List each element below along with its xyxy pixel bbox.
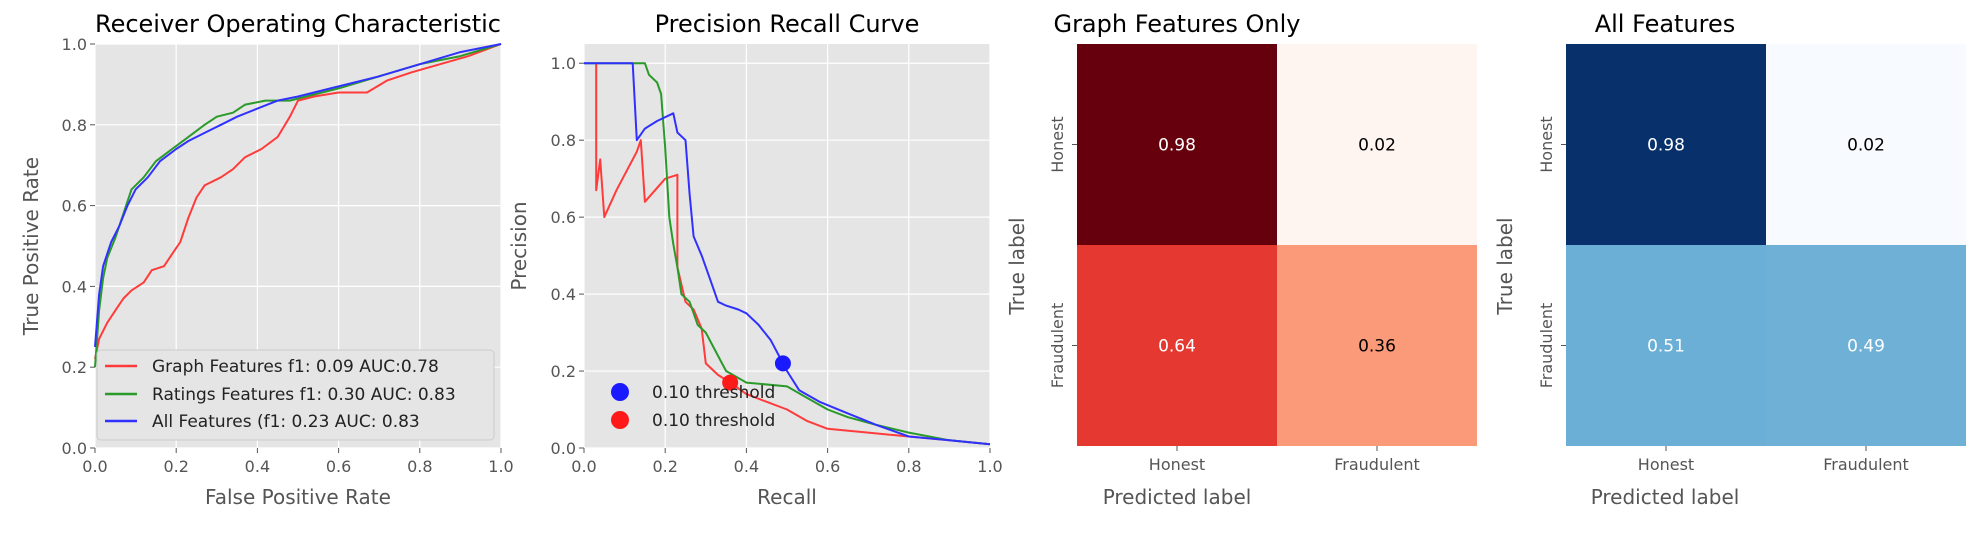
roc-legend: Graph Features f1: 0.09 AUC:0.78 Ratings… (96, 349, 495, 441)
hm1-x-label: Predicted label (1103, 485, 1252, 509)
pr-title: Precision Recall Curve (655, 10, 920, 38)
all-features-heatmap: 0.98 0.02 0.51 0.49 All Features Predicted … (1493, 10, 1966, 509)
hm2-xtick-label: Honest (1638, 455, 1694, 474)
hm2-cell (1566, 44, 1766, 245)
hm2-x-label: Predicted label (1591, 485, 1740, 509)
pr-legend-blue: 0.10 threshold (652, 383, 775, 403)
pr-xtick-label: 0.6 (815, 457, 840, 476)
roc-xtick-label: 0.2 (163, 457, 188, 476)
hm2-cell-value: 0.98 (1647, 136, 1685, 156)
hm2-cell-value: 0.02 (1847, 136, 1885, 156)
hm2-cell (1566, 245, 1766, 446)
pr-y-label: Precision (507, 201, 531, 290)
hm1-cell-value: 0.64 (1158, 337, 1196, 357)
pr-xtick-label: 1.0 (977, 457, 1002, 476)
pr-xtick-label: 0.0 (571, 457, 596, 476)
hm1-cell (1077, 245, 1277, 446)
hm1-ytick-label: Honest (1048, 116, 1067, 172)
roc-xtick-label: 0.8 (407, 457, 432, 476)
pr-chart: 0.0 0.2 0.4 0.6 0.8 1.0 0.0 0.2 0.4 0.6 0.8 1.0 Pr… (507, 10, 1003, 509)
hm1-cell-value: 0.98 (1158, 136, 1196, 156)
hm1-cell (1277, 245, 1477, 446)
pr-legend-marker-blue (611, 383, 629, 401)
hm1-xtick-label: Fraudulent (1334, 455, 1420, 474)
graph-features-heatmap: 0.98 0.02 0.64 0.36 Graph Features Only Pre… (1005, 10, 1477, 509)
pr-ytick-label: 0.2 (551, 362, 576, 381)
hm2-cell-value: 0.51 (1647, 337, 1685, 357)
roc-xtick-label: 0.4 (245, 457, 270, 476)
pr-series-2 (584, 62, 991, 446)
pr-ytick-label: 0.0 (551, 439, 576, 458)
pr-ytick-label: 0.8 (551, 131, 576, 150)
roc-x-label: False Positive Rate (205, 485, 391, 509)
hm2-cell-value: 0.49 (1847, 337, 1885, 357)
hm2-cell (1766, 44, 1966, 245)
roc-ytick-label: 0.2 (62, 358, 87, 377)
pr-legend-red: 0.10 threshold (652, 411, 775, 431)
roc-ytick-label: 0.0 (62, 439, 87, 458)
pr-ytick-label: 1.0 (551, 54, 576, 73)
roc-y-label: True Positive Rate (19, 157, 43, 336)
pr-legend: 0.10 threshold 0.10 threshold (611, 383, 775, 431)
roc-xtick-label: 0.6 (326, 457, 351, 476)
pr-xtick-label: 0.4 (734, 457, 759, 476)
roc-series-1 (94, 43, 502, 368)
roc-series-2 (94, 43, 502, 348)
hm1-y-label: True label (1005, 217, 1029, 315)
hm2-ytick-label: Honest (1537, 116, 1556, 172)
hm1-cell (1077, 44, 1277, 245)
roc-title: Receiver Operating Characteristic (95, 10, 501, 38)
pr-series-0 (595, 63, 991, 446)
roc-chart: 0.0 0.2 0.4 0.6 0.8 1.0 0.0 0.2 0.4 0.6 0.8 1.0 Re… (19, 10, 514, 509)
hm1-cell-value: 0.36 (1358, 337, 1396, 357)
hm2-title: All Features (1595, 10, 1736, 38)
roc-legend-box (96, 349, 495, 441)
roc-ytick-label: 1.0 (62, 35, 87, 54)
hm2-cell (1766, 245, 1966, 446)
pr-threshold-marker-1 (722, 374, 739, 391)
pr-ytick-label: 0.6 (551, 208, 576, 227)
pr-threshold-marker-0 (774, 355, 791, 372)
pr-x-label: Recall (757, 485, 817, 509)
hm1-cell-value: 0.02 (1358, 136, 1396, 156)
roc-xtick-label: 0.0 (82, 457, 107, 476)
pr-series-1 (584, 62, 991, 446)
hm1-title: Graph Features Only (1053, 10, 1300, 38)
pr-plot-area (584, 44, 990, 448)
roc-xtick-label: 1.0 (488, 457, 513, 476)
roc-series-0 (94, 43, 502, 360)
roc-ytick-label: 0.8 (62, 116, 87, 135)
pr-ytick-label: 0.4 (551, 285, 576, 304)
roc-ytick-label: 0.6 (62, 197, 87, 216)
hm2-y-label: True label (1493, 217, 1517, 315)
roc-legend-ratings: Ratings Features f1: 0.30 AUC: 0.83 (152, 385, 456, 405)
roc-legend-all: All Features (f1: 0.23 AUC: 0.83 (152, 412, 420, 432)
roc-legend-graph: Graph Features f1: 0.09 AUC:0.78 (152, 357, 439, 377)
hm1-ytick-label: Fraudulent (1048, 303, 1067, 389)
pr-xtick-label: 0.8 (896, 457, 921, 476)
hm2-ytick-label: Fraudulent (1537, 303, 1556, 389)
hm2-xtick-label: Fraudulent (1823, 455, 1909, 474)
pr-xtick-label: 0.2 (652, 457, 677, 476)
hm1-xtick-label: Honest (1149, 455, 1205, 474)
roc-ytick-label: 0.4 (62, 277, 87, 296)
hm1-cell (1277, 44, 1477, 245)
pr-legend-marker-red (611, 411, 629, 429)
